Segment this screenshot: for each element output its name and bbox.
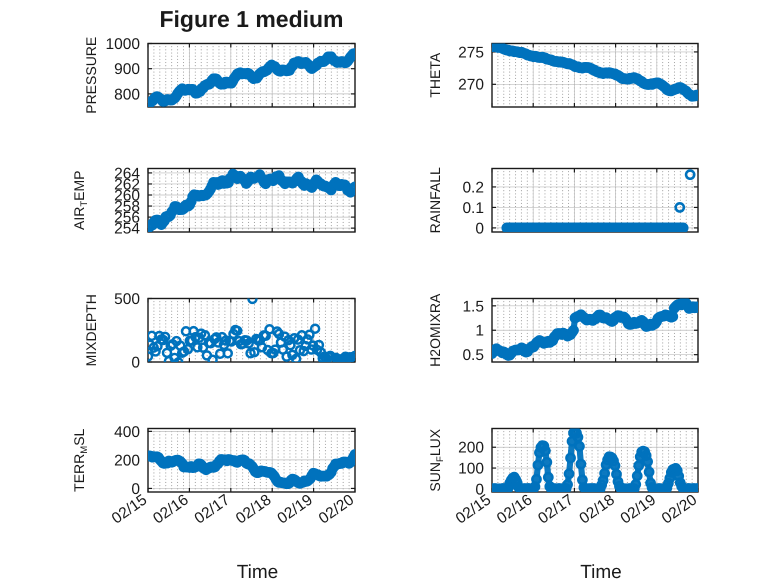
svg-text:0: 0 xyxy=(475,220,484,237)
svg-text:1000: 1000 xyxy=(106,36,141,53)
svg-text:PRESSURE: PRESSURE xyxy=(83,37,99,114)
svg-text:MIXDEPTH: MIXDEPTH xyxy=(83,294,99,366)
svg-text:Time: Time xyxy=(237,562,279,583)
svg-text:400: 400 xyxy=(114,424,140,441)
svg-text:900: 900 xyxy=(114,61,140,78)
svg-text:0.5: 0.5 xyxy=(462,347,484,364)
svg-text:200: 200 xyxy=(114,452,140,469)
svg-text:RAINFALL: RAINFALL xyxy=(427,167,443,233)
svg-text:H2OMIXRA: H2OMIXRA xyxy=(427,293,443,367)
svg-text:Time: Time xyxy=(580,562,622,583)
svg-text:0.2: 0.2 xyxy=(462,179,484,196)
svg-text:1: 1 xyxy=(475,323,484,340)
svg-text:1.5: 1.5 xyxy=(462,298,484,315)
svg-text:THETA: THETA xyxy=(427,52,443,98)
svg-text:0.1: 0.1 xyxy=(462,200,484,217)
svg-text:270: 270 xyxy=(458,77,484,94)
svg-text:800: 800 xyxy=(114,86,140,103)
svg-text:200: 200 xyxy=(458,440,484,457)
svg-text:100: 100 xyxy=(458,460,484,477)
svg-text:Figure 1 medium: Figure 1 medium xyxy=(159,6,343,32)
svg-text:264: 264 xyxy=(114,165,140,182)
svg-text:275: 275 xyxy=(458,44,484,61)
svg-text:0: 0 xyxy=(131,354,140,371)
svg-text:500: 500 xyxy=(114,291,140,308)
